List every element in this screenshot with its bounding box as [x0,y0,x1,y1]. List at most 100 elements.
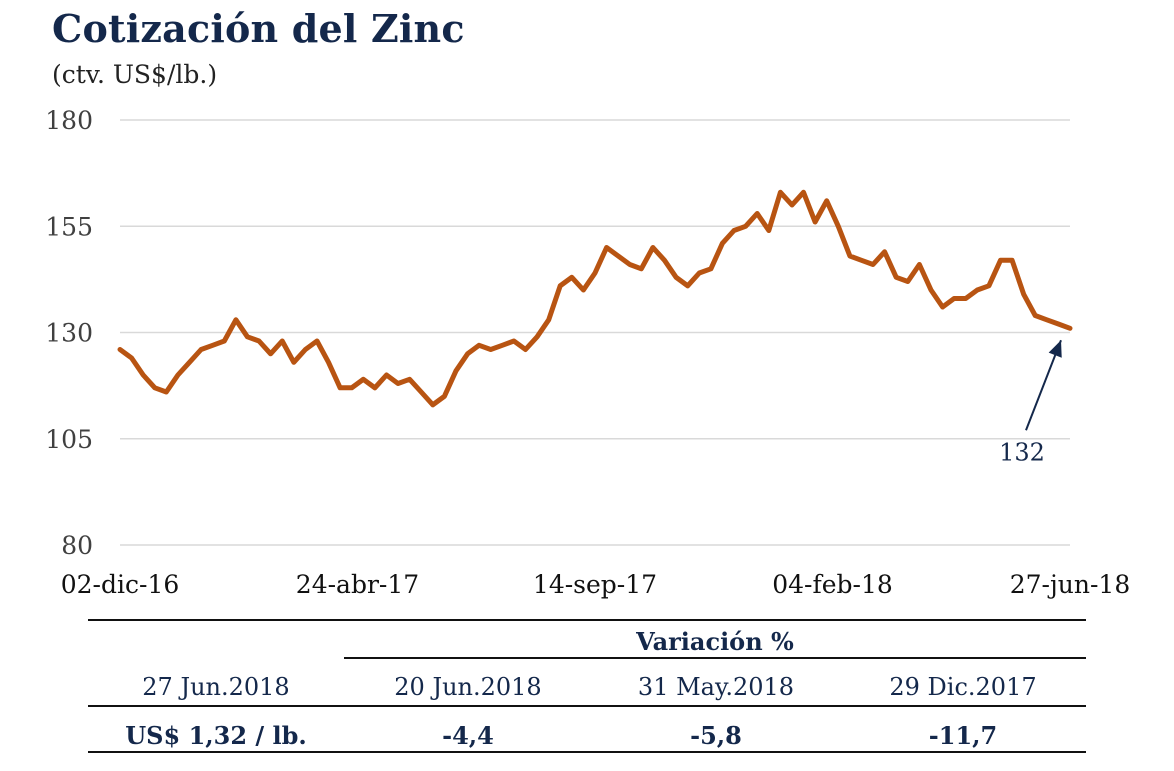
data-point [1021,292,1026,297]
data-point [453,368,458,373]
data-point [407,377,412,382]
y-tick-label: 105 [45,425,93,454]
data-point [639,266,644,271]
data-point [952,296,957,301]
y-tick-label: 155 [45,212,93,241]
data-point [743,224,748,229]
data-point [732,228,737,233]
table-header-rule [344,657,1086,659]
table-header-variation: Variación % [636,627,794,656]
x-tick-label: 14-sep-17 [533,570,657,599]
data-point [222,339,227,344]
data-point [511,339,516,344]
data-points [118,190,1073,408]
data-point [928,288,933,293]
data-point [778,190,783,195]
data-point [361,377,366,382]
data-point [766,228,771,233]
data-point [546,317,551,322]
data-point [847,254,852,259]
table-variation-3: -11,7 [928,721,998,750]
data-point [1068,326,1073,331]
data-point [789,203,794,208]
data-point [755,211,760,216]
data-point [257,339,262,344]
data-point [338,385,343,390]
data-point [963,296,968,301]
data-point [720,241,725,246]
table-date-3: 29 Dic.2017 [889,673,1037,701]
x-tick-label: 24-abr-17 [296,570,419,599]
annotation-arrowhead [1048,340,1062,358]
y-tick-label: 80 [61,531,93,560]
data-point [129,356,134,361]
chart-title: Cotización del Zinc [52,6,465,51]
data-point [326,360,331,365]
data-point [419,390,424,395]
data-point [616,254,621,259]
data-point [141,373,146,378]
annotation-arrow [1025,339,1062,431]
data-point [650,245,655,250]
table-bottom-rule [88,751,1086,753]
data-point [708,266,713,271]
y-tick-label: 130 [45,319,93,348]
data-point [697,271,702,276]
data-point [1044,317,1049,322]
x-axis: 02-dic-16 24-abr-17 14-sep-17 04-feb-18 27-j… [61,570,1131,599]
data-point [1056,322,1061,327]
data-point [175,373,180,378]
data-point [604,245,609,250]
data-point [210,343,215,348]
data-point [905,279,910,284]
table-date-current: 27 Jun.2018 [142,673,290,701]
data-point [836,224,841,229]
data-point [627,262,632,267]
data-point [233,317,238,322]
data-point [662,258,667,263]
table-mid-rule [88,705,1086,707]
x-tick-label: 02-dic-16 [61,570,180,599]
data-point [824,198,829,203]
data-point [164,390,169,395]
table-price: US$ 1,32 / lb. [125,721,307,750]
data-point [593,271,598,276]
chart-subtitle: (ctv. US$/lb.) [52,60,218,89]
data-point [1010,258,1015,263]
x-tick-label: 04-feb-18 [772,570,893,599]
data-point [199,347,204,352]
data-point [152,385,157,390]
data-point [558,283,563,288]
annotation-label: 132 [999,438,1045,466]
table-top-rule [88,619,1086,621]
data-point [581,288,586,293]
data-point [882,249,887,254]
x-tick-label: 27-jun-18 [1010,570,1130,599]
data-point [998,258,1003,263]
series-line-zinc [117,189,1073,408]
data-point [291,360,296,365]
data-point [801,190,806,195]
table-date-2: 31 May.2018 [637,673,795,701]
line-chart: 180 155 130 105 80 02-dic-16 24-abr-17 14-sep-… [45,106,1131,599]
table-variation-1: -4,4 [442,721,494,750]
data-point [488,347,493,352]
data-point [871,262,876,267]
data-point [1033,313,1038,318]
y-axis: 180 155 130 105 80 [45,106,93,560]
data-point [442,394,447,399]
data-point [303,347,308,352]
data-point [349,385,354,390]
data-point [894,275,899,280]
y-tick-label: 180 [45,106,93,135]
data-point [477,343,482,348]
table-variation-2: -5,8 [690,721,742,750]
data-point [813,220,818,225]
data-point [685,283,690,288]
data-point [245,334,250,339]
table-date-1: 20 Jun.2018 [394,673,542,701]
data-point [917,262,922,267]
data-point [523,347,528,352]
data-point [975,288,980,293]
data-point [280,339,285,344]
